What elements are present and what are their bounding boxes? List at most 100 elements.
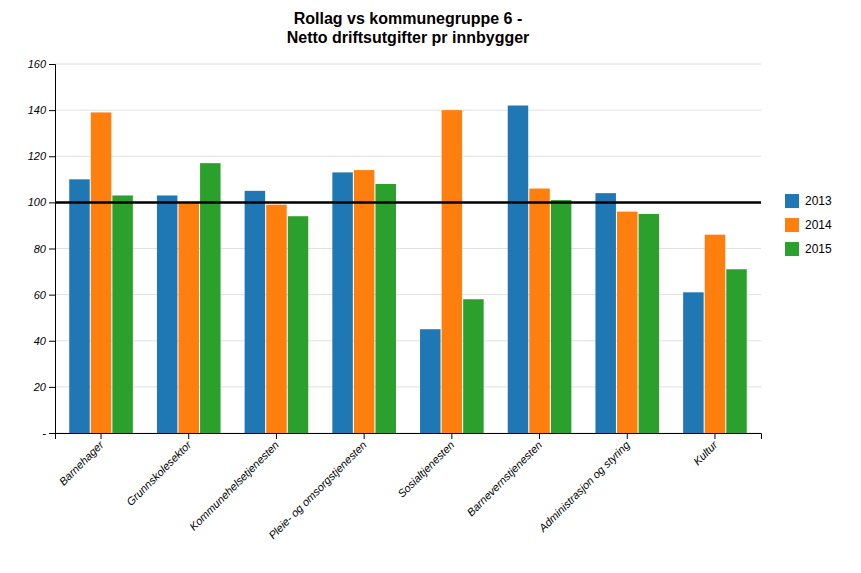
tick-mark (49, 202, 55, 203)
bar (595, 193, 615, 433)
axis-line (49, 65, 56, 434)
bar (354, 170, 374, 433)
x-tick: Barnehager (57, 433, 107, 488)
bar (639, 214, 659, 433)
y-tick: 100 (28, 196, 55, 208)
tick-mark (49, 387, 55, 388)
tick-mark (276, 433, 277, 439)
tick-label: Kommunehelsetjenesten (187, 439, 281, 533)
tick-label: Barnevernstjenesten (464, 439, 544, 519)
tick-mark (49, 295, 55, 296)
grid-line (55, 156, 761, 157)
tick-mark (49, 249, 55, 250)
bar-series (91, 110, 725, 433)
tick-label: Pleie- og omsorgstjenesten (266, 439, 369, 542)
title: Rollag vs kommunegruppe 6 -Netto driftsu… (287, 10, 530, 46)
grid-line (55, 64, 761, 65)
tick-mark (539, 433, 540, 439)
legend-label: 2015 (805, 242, 832, 256)
tick-label: 120 (28, 150, 47, 162)
bar (91, 112, 111, 433)
y-tick: 40 (34, 335, 55, 347)
bar (157, 195, 177, 433)
x-tick: Grunnskolesektor (124, 433, 194, 508)
tick-label: 40 (34, 335, 47, 347)
bar (442, 110, 462, 433)
y-tick: 140 (28, 104, 55, 116)
tick-label: 80 (34, 243, 47, 255)
tick-label: Administrasjon og styring (536, 438, 633, 535)
bar (69, 179, 89, 433)
tick-label: - (42, 427, 46, 439)
tick-label: 140 (28, 104, 47, 116)
grid (55, 64, 761, 433)
tick-mark (627, 433, 628, 439)
tick-mark (364, 433, 365, 439)
tick-label: Sosialtjenesten (395, 439, 456, 500)
grid-line (55, 202, 761, 203)
axis-line (56, 434, 762, 440)
legend-label: 2014 (805, 218, 832, 232)
plot-area: - 20 40 60 80 100 120 140 160 Barnehager Grunnskol… (28, 58, 762, 541)
legend: 2013 2014 2015 (785, 194, 832, 256)
bar (420, 329, 440, 433)
tick-mark (49, 64, 55, 65)
legend-swatch (785, 218, 799, 232)
y-tick: 160 (28, 58, 55, 70)
tick-label: Kultur (691, 438, 721, 468)
x-tick: Pleie- og omsorgstjenesten (266, 433, 369, 541)
legend-swatch (785, 242, 799, 256)
bar (726, 269, 746, 433)
x-axis: Barnehager GrunnskolesektorKommunehelsetj… (56, 433, 762, 541)
bar-series (112, 163, 746, 433)
y-tick: - (42, 427, 55, 439)
tick-mark (49, 156, 55, 157)
tick-label: 20 (33, 381, 47, 393)
chart: - 20 40 60 80 100 120 140 160 Barnehager Grunnskol… (0, 0, 861, 573)
legend-item: 2014 (785, 218, 832, 232)
y-tick: 20 (33, 381, 55, 393)
tick-mark (49, 110, 55, 111)
y-tick: 120 (28, 150, 55, 162)
tick-label: Grunnskolesektor (124, 438, 194, 508)
bar (375, 184, 395, 433)
x-tick: Administrasjon og styring (536, 433, 633, 535)
tick-mark (49, 433, 55, 434)
bar (200, 163, 220, 433)
tick-mark (714, 433, 715, 439)
marks (55, 106, 761, 433)
tick-mark (451, 433, 452, 439)
legend-item: 2015 (785, 242, 832, 256)
bar (508, 106, 528, 433)
tick-mark (49, 341, 55, 342)
bar (551, 200, 571, 433)
y-tick: 80 (34, 243, 55, 255)
bar (245, 191, 265, 433)
bar (179, 202, 199, 433)
bar (288, 216, 308, 433)
y-tick: 60 (34, 289, 55, 301)
x-tick: Kommunehelsetjenesten (187, 433, 281, 533)
tick-mark (188, 433, 189, 439)
x-tick: Sosialtjenesten (395, 433, 456, 500)
bar (332, 172, 352, 433)
legend-item: 2013 (785, 194, 832, 208)
bar (112, 195, 132, 433)
bar (683, 292, 703, 433)
legend-label: 2013 (805, 194, 832, 208)
y-axis: - 20 40 60 80 100 120 140 160 (28, 58, 56, 439)
tick-mark (101, 433, 102, 439)
reference-line (55, 201, 761, 204)
bar (266, 205, 286, 433)
x-tick: Barnevernstjenesten (464, 433, 544, 518)
x-tick: Kultur (691, 433, 721, 467)
bar (463, 299, 483, 433)
tick-label: 100 (28, 196, 47, 208)
bar (617, 212, 637, 433)
grid-line (55, 110, 761, 111)
tick-label: Barnehager (57, 438, 107, 488)
legend-swatch (785, 194, 799, 208)
bar (705, 235, 725, 433)
bar (529, 189, 549, 433)
tick-label: 60 (34, 289, 47, 301)
